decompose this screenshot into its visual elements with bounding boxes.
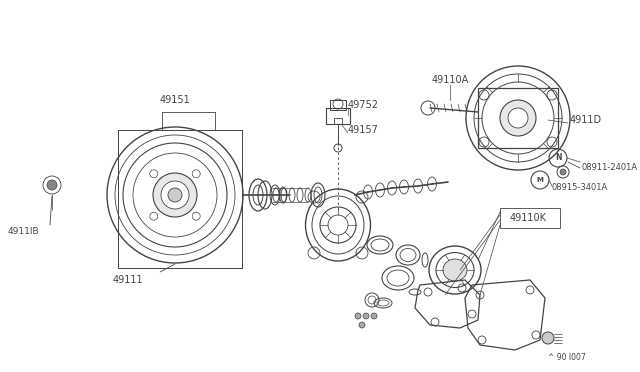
Text: M: M [536, 177, 543, 183]
Text: 4911D: 4911D [570, 115, 602, 125]
Ellipse shape [443, 259, 467, 281]
Bar [334, 118, 342, 124]
Circle shape [153, 173, 197, 217]
Text: 49111: 49111 [113, 275, 143, 285]
Text: ^ 90 I007: ^ 90 I007 [548, 353, 586, 362]
Bar [478, 88, 558, 148]
Circle shape [47, 180, 57, 190]
Circle shape [542, 332, 554, 344]
Circle shape [363, 313, 369, 319]
Circle shape [371, 313, 377, 319]
Bar [326, 108, 350, 124]
Text: 49752: 49752 [348, 100, 379, 110]
Text: 08915-3401A: 08915-3401A [552, 183, 608, 192]
Circle shape [560, 169, 566, 175]
Circle shape [355, 313, 361, 319]
Circle shape [168, 188, 182, 202]
Text: 49110A: 49110A [432, 75, 469, 85]
Text: 49110K: 49110K [510, 213, 547, 223]
Circle shape [161, 181, 189, 209]
Text: 08911-2401A: 08911-2401A [582, 164, 638, 173]
Circle shape [359, 322, 365, 328]
Text: 4911IB: 4911IB [8, 228, 40, 237]
Bar [330, 100, 346, 110]
Circle shape [508, 108, 528, 128]
Text: N: N [555, 154, 561, 163]
Bar [500, 208, 560, 228]
Text: 49151: 49151 [159, 95, 190, 105]
Text: 49157: 49157 [348, 125, 379, 135]
Circle shape [500, 100, 536, 136]
